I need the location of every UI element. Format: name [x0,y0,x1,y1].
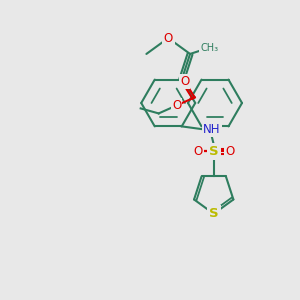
Text: O: O [193,145,203,158]
Text: O: O [225,145,234,158]
Text: CH₃: CH₃ [200,43,218,53]
Text: O: O [180,75,189,88]
Text: S: S [209,207,218,220]
Text: S: S [209,145,218,158]
Text: O: O [164,32,173,45]
Text: O: O [172,99,181,112]
Text: NH: NH [203,123,220,136]
